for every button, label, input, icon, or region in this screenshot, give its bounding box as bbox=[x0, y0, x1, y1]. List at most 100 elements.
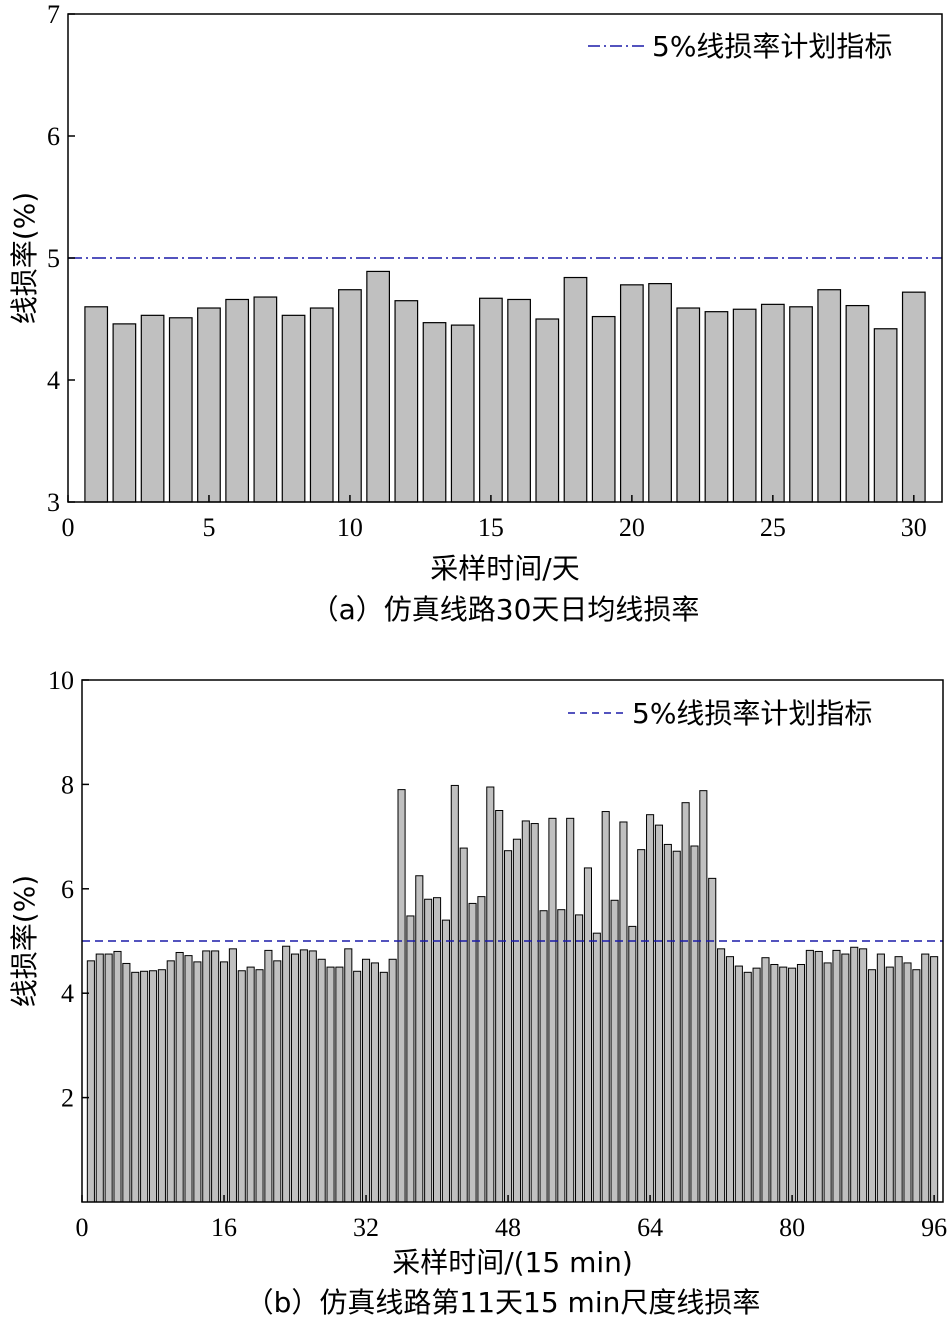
b-bar-17 bbox=[228, 948, 237, 1203]
b-bar-55 bbox=[566, 817, 575, 1203]
b-bar-1 bbox=[86, 960, 95, 1203]
a-bar-8 bbox=[281, 314, 306, 503]
b-bar-77 bbox=[761, 957, 770, 1203]
b-bar-47 bbox=[495, 810, 504, 1203]
chart-b-caption: （b）仿真线路第11天15 min尺度线损率 bbox=[246, 1286, 761, 1319]
b-bar-88 bbox=[859, 948, 868, 1203]
b-bar-66 bbox=[663, 843, 672, 1203]
b-bar-33 bbox=[370, 962, 379, 1203]
b-bar-45 bbox=[477, 896, 486, 1203]
b-bar-27 bbox=[317, 958, 326, 1203]
b-bar-43 bbox=[459, 847, 468, 1203]
b-bar-6 bbox=[131, 971, 140, 1203]
a-y-tick-label: 3 bbox=[47, 488, 60, 517]
a-bar-1 bbox=[84, 306, 109, 503]
a-bar-21 bbox=[648, 283, 672, 503]
b-x-tick-label: 16 bbox=[211, 1213, 237, 1242]
b-bar-26 bbox=[308, 950, 317, 1203]
b-bar-60 bbox=[610, 899, 619, 1203]
b-bar-79 bbox=[779, 966, 788, 1203]
b-x-tick-label: 48 bbox=[495, 1213, 521, 1242]
b-x-tick-label: 64 bbox=[637, 1213, 663, 1242]
b-bar-36 bbox=[397, 789, 406, 1203]
b-bar-58 bbox=[592, 932, 601, 1203]
a-bar-13 bbox=[422, 322, 447, 503]
a-bar-19 bbox=[591, 315, 616, 503]
b-bar-68 bbox=[681, 802, 690, 1203]
b-bar-37 bbox=[406, 915, 415, 1203]
a-bar-2 bbox=[112, 323, 137, 503]
a-bar-20 bbox=[619, 284, 644, 503]
b-bar-91 bbox=[885, 966, 894, 1203]
b-bar-11 bbox=[175, 951, 184, 1203]
b-bar-22 bbox=[273, 960, 282, 1203]
a-bar-10 bbox=[338, 289, 362, 503]
b-y-tick-label: 6 bbox=[61, 875, 74, 904]
a-x-tick-label: 5 bbox=[202, 513, 215, 542]
a-x-tick-label: 20 bbox=[619, 513, 645, 542]
b-bar-87 bbox=[850, 946, 859, 1203]
b-bar-42 bbox=[450, 784, 459, 1203]
chart-a-ticks: 0 5 10 15 20 25 30 3 4 5 6 7 bbox=[47, 0, 927, 542]
b-bar-92 bbox=[894, 956, 903, 1203]
b-bar-96 bbox=[930, 956, 939, 1203]
a-bar-25 bbox=[760, 303, 785, 503]
b-bar-54 bbox=[557, 909, 566, 1203]
b-bar-10 bbox=[166, 960, 175, 1203]
b-x-tick-label: 32 bbox=[353, 1213, 379, 1242]
b-bar-28 bbox=[326, 966, 335, 1203]
a-bar-12 bbox=[394, 300, 419, 503]
chart-b-bars bbox=[86, 784, 939, 1203]
b-y-tick-label: 2 bbox=[61, 1084, 74, 1113]
b-bar-64 bbox=[646, 814, 655, 1203]
b-bar-13 bbox=[193, 961, 202, 1203]
b-bar-34 bbox=[379, 971, 388, 1203]
b-bar-49 bbox=[512, 838, 521, 1203]
b-x-tick-label: 96 bbox=[921, 1213, 947, 1242]
b-bar-57 bbox=[583, 867, 593, 1203]
b-bar-39 bbox=[424, 898, 433, 1203]
a-bar-17 bbox=[535, 318, 560, 503]
chart-a-y-axis-label: 线损率(%) bbox=[8, 192, 41, 324]
a-bar-11 bbox=[366, 270, 391, 503]
a-bar-7 bbox=[253, 296, 278, 503]
b-bar-23 bbox=[282, 945, 291, 1203]
b-bar-51 bbox=[530, 823, 539, 1203]
a-bar-16 bbox=[507, 298, 531, 503]
b-bar-8 bbox=[148, 970, 158, 1203]
b-bar-69 bbox=[690, 845, 699, 1203]
a-bar-6 bbox=[225, 298, 250, 503]
b-bar-44 bbox=[468, 902, 477, 1203]
b-bar-18 bbox=[237, 970, 246, 1203]
a-bar-22 bbox=[676, 307, 701, 503]
a-bar-29 bbox=[873, 328, 898, 503]
a-x-tick-label: 10 bbox=[337, 513, 363, 542]
b-bar-82 bbox=[805, 949, 814, 1203]
b-bar-65 bbox=[654, 824, 664, 1203]
b-bar-40 bbox=[433, 897, 442, 1203]
b-bar-35 bbox=[388, 958, 397, 1203]
b-bar-12 bbox=[184, 955, 193, 1203]
b-bar-89 bbox=[867, 969, 877, 1203]
b-bar-90 bbox=[876, 953, 885, 1203]
b-bar-86 bbox=[841, 953, 850, 1203]
b-bar-29 bbox=[335, 966, 344, 1203]
b-bar-84 bbox=[823, 962, 832, 1203]
b-bar-24 bbox=[290, 953, 300, 1203]
b-bar-48 bbox=[504, 850, 513, 1203]
b-bar-70 bbox=[699, 790, 708, 1203]
b-bar-63 bbox=[637, 849, 646, 1203]
a-y-tick-label: 6 bbox=[47, 122, 60, 151]
b-bar-93 bbox=[903, 962, 912, 1203]
chart-a-bars bbox=[84, 270, 926, 503]
a-bar-30 bbox=[901, 291, 926, 503]
a-bar-4 bbox=[168, 317, 193, 503]
a-bar-3 bbox=[140, 314, 165, 503]
a-bar-15 bbox=[479, 297, 503, 503]
b-bar-81 bbox=[796, 963, 806, 1203]
b-bar-38 bbox=[415, 875, 424, 1203]
a-bar-18 bbox=[563, 276, 588, 503]
b-y-tick-label: 8 bbox=[61, 770, 74, 799]
b-bar-41 bbox=[441, 919, 450, 1203]
a-x-tick-label: 15 bbox=[478, 513, 504, 542]
